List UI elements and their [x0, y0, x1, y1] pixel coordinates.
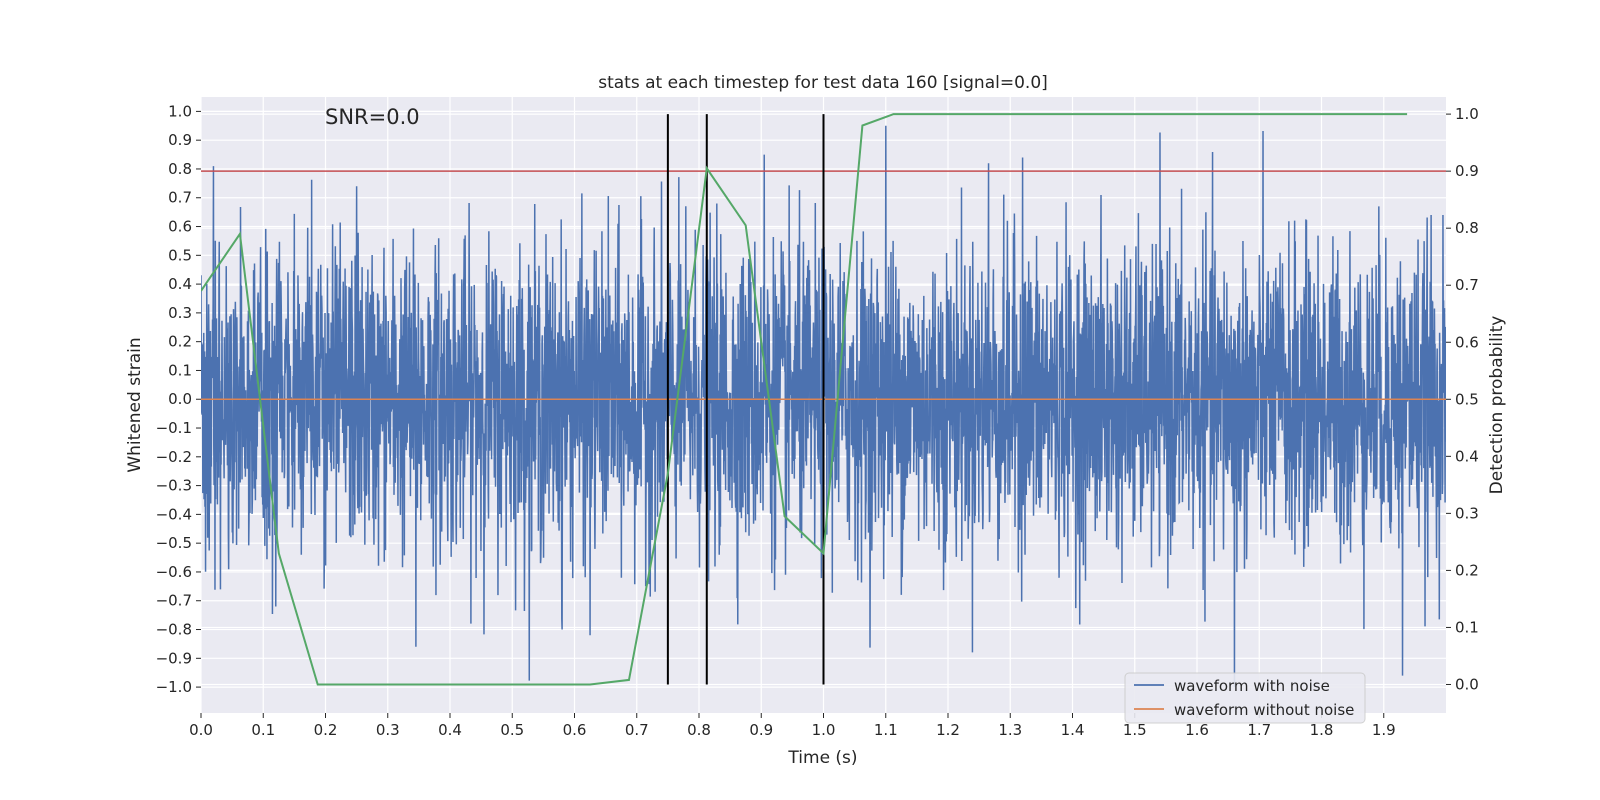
y-right-axis-label: Detection probability	[1487, 316, 1507, 495]
y-left-tick-label: 0.7	[168, 189, 192, 207]
y-left-tick-label: 0.0	[168, 390, 192, 408]
snr-annotation: SNR=0.0	[325, 105, 420, 129]
x-tick-label: 1.7	[1247, 721, 1271, 739]
y-left-tick-label: −0.4	[156, 505, 192, 523]
x-axis-ticks: 0.0 0.1 0.2 0.3 0.4 0.5 0.6 0.7 0.8 0.9 1.0 1.1 1.2 1…	[189, 713, 1396, 739]
x-tick-label: 1.0	[812, 721, 836, 739]
x-tick-label: 0.9	[749, 721, 773, 739]
y-left-tick-label: −0.5	[156, 534, 192, 552]
y-right-tick-label: 0.3	[1455, 504, 1479, 522]
x-tick-label: 0.6	[563, 721, 587, 739]
y-left-axis-ticks: 1.0 0.9 0.8 0.7 0.6 0.5 0.4 0.3 0.2 0.1 0.0 −0.1 −0.…	[156, 102, 201, 696]
y-left-tick-label: −0.2	[156, 448, 192, 466]
y-left-tick-label: 0.6	[168, 218, 192, 236]
y-left-tick-label: −0.1	[156, 419, 192, 437]
x-axis-label: Time (s)	[787, 748, 857, 768]
y-left-tick-label: 0.9	[168, 131, 192, 149]
x-tick-label: 0.4	[438, 721, 462, 739]
legend-label-waveform-with-noise: waveform with noise	[1174, 677, 1330, 695]
y-left-tick-label: 0.3	[168, 304, 192, 322]
y-right-tick-label: 1.0	[1455, 105, 1479, 123]
x-tick-label: 0.0	[189, 721, 213, 739]
y-left-tick-label: 0.1	[168, 361, 192, 379]
x-tick-label: 1.2	[936, 721, 960, 739]
x-tick-label: 1.6	[1185, 721, 1209, 739]
y-right-tick-label: 0.4	[1455, 447, 1479, 465]
x-tick-label: 1.9	[1372, 721, 1396, 739]
y-right-tick-label: 0.9	[1455, 162, 1479, 180]
y-left-tick-label: −0.7	[156, 592, 192, 610]
y-right-axis-ticks: 1.0 0.9 0.8 0.7 0.6 0.5 0.4 0.3 0.2 0.1 0.0	[1446, 105, 1479, 693]
y-right-tick-label: 0.2	[1455, 561, 1479, 579]
x-tick-label: 0.1	[251, 721, 275, 739]
x-tick-label: 0.2	[314, 721, 338, 739]
y-left-axis-label: Whitened strain	[125, 337, 145, 472]
x-tick-label: 0.7	[625, 721, 649, 739]
y-left-tick-label: −0.6	[156, 563, 192, 581]
legend-box	[1124, 672, 1366, 724]
x-tick-label: 1.1	[874, 721, 898, 739]
vertical-lines	[666, 114, 825, 685]
y-right-tick-label: 0.7	[1455, 276, 1479, 294]
series-detection-probability	[201, 113, 1408, 686]
x-tick-label: 1.5	[1123, 721, 1147, 739]
y-right-tick-label: 0.0	[1455, 675, 1479, 693]
y-right-tick-label: 0.6	[1455, 333, 1479, 351]
plot-series	[201, 113, 1446, 688]
y-left-tick-label: 0.8	[168, 160, 192, 178]
chart-title: stats at each timestep for test data 160…	[598, 73, 1048, 93]
y-right-tick-label: 0.8	[1455, 219, 1479, 237]
x-tick-label: 0.3	[376, 721, 400, 739]
y-left-tick-label: −0.8	[156, 621, 192, 639]
y-left-tick-label: −0.9	[156, 649, 192, 667]
y-right-tick-label: 0.1	[1455, 618, 1479, 636]
y-left-tick-label: 0.5	[168, 246, 192, 264]
legend: waveform with noise waveform without noi…	[1124, 672, 1366, 724]
x-tick-label: 1.4	[1061, 721, 1085, 739]
y-left-tick-label: 0.2	[168, 333, 192, 351]
y-right-tick-label: 0.5	[1455, 390, 1479, 408]
x-tick-label: 0.8	[687, 721, 711, 739]
x-tick-label: 1.3	[998, 721, 1022, 739]
y-left-tick-label: −0.3	[156, 477, 192, 495]
legend-label-waveform-without-noise: waveform without noise	[1174, 701, 1354, 719]
y-left-tick-label: 1.0	[168, 102, 192, 120]
x-tick-label: 0.5	[500, 721, 524, 739]
y-left-tick-label: 0.4	[168, 275, 192, 293]
y-left-tick-label: −1.0	[156, 678, 192, 696]
x-tick-label: 1.8	[1310, 721, 1334, 739]
